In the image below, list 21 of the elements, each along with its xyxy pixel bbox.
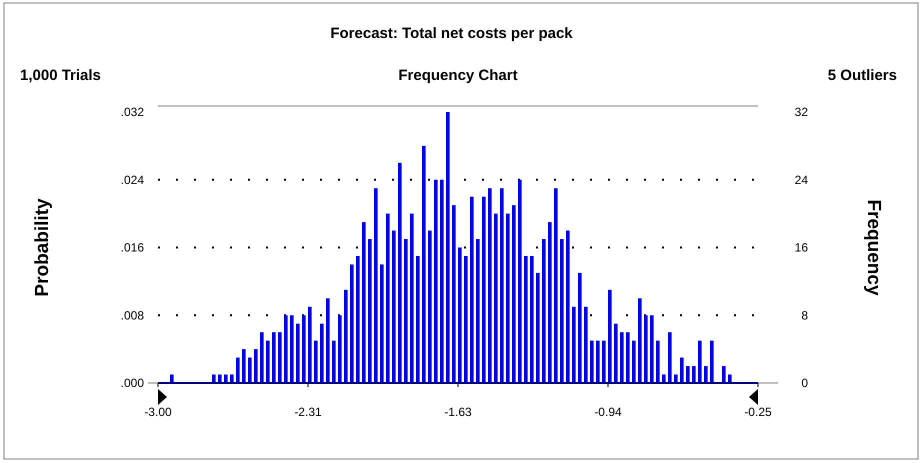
y2-tick-label: 24	[794, 172, 808, 187]
y2-tick-label: 8	[801, 308, 808, 322]
x-tick-label: -1.63	[444, 405, 472, 419]
y-axis-title: Probability	[32, 198, 53, 297]
y-tick-label: .008	[120, 308, 144, 322]
y2-tick-label: 0	[801, 376, 808, 390]
x-tick-label: -0.25	[744, 405, 772, 419]
y-tick-label: .024	[120, 172, 144, 187]
text: 1,000 Trials	[20, 67, 101, 84]
chart-subtitle: Frequency Chart	[398, 67, 518, 84]
y-tick-label: .032	[120, 105, 144, 119]
y-tick-label: .000	[120, 376, 144, 390]
y-tick-label: .016	[120, 240, 144, 254]
y2-tick-label: 16	[794, 240, 808, 254]
y2-tick-label: 32	[794, 105, 808, 119]
text: 5 Outliers	[828, 67, 897, 84]
x-tick-label: -3.00	[144, 405, 172, 419]
x-tick-label: -2.31	[294, 405, 322, 419]
x-tick-label: -0.94	[594, 405, 622, 419]
y2-axis-title: Frequency	[863, 199, 884, 296]
chart-title: Forecast: Total net costs per pack	[330, 25, 574, 42]
